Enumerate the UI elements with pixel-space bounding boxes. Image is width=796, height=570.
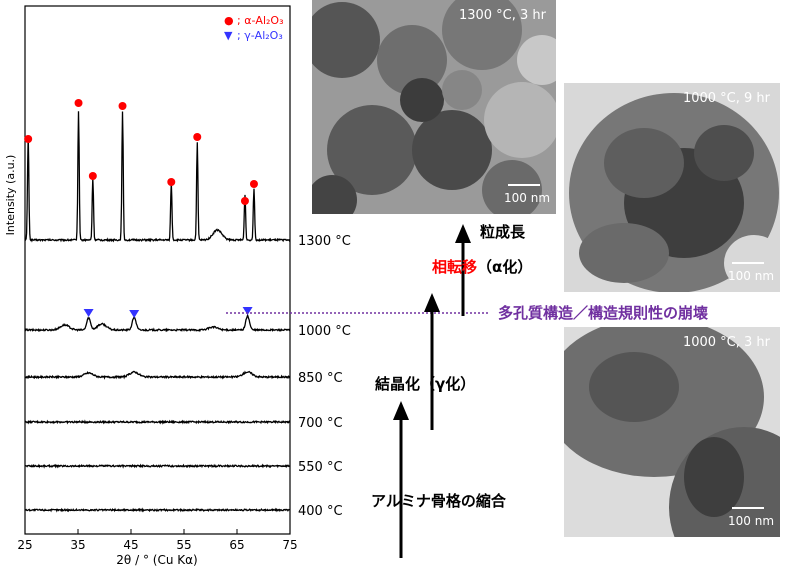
alpha-peak-marker [118, 102, 127, 110]
tem-texture [564, 83, 780, 292]
xrd-trace-550c [24, 463, 291, 469]
x-tick-label: 65 [229, 538, 244, 552]
x-tick-label: 55 [176, 538, 191, 552]
grain-growth-label: 粒成長 [480, 223, 526, 241]
shrinkage-label: アルミナ骨格の縮合 [371, 492, 506, 510]
x-tick-label: 45 [123, 538, 138, 552]
trace-label-850c: 850 °C [298, 371, 343, 386]
xrd-trace-400c [24, 507, 291, 513]
alpha-peak-marker [74, 99, 83, 107]
tem-image-1000c-3hr: 1000 °C, 3 hr 100 nm [564, 327, 780, 537]
x-axis-label: 2θ / ° (Cu Kα) [116, 553, 197, 567]
legend-alpha-symbol: ● [224, 14, 234, 27]
alpha-peak-marker [249, 180, 258, 188]
alpha-peak-marker [193, 133, 202, 141]
alpha-conversion-text: （α化） [477, 258, 533, 276]
gamma-peak-marker [129, 310, 140, 318]
xrd-trace-850c [24, 370, 291, 380]
x-tick-label: 75 [282, 538, 297, 552]
gamma-peak-marker [83, 309, 94, 317]
process-arrows [393, 224, 471, 558]
crystallization-label: 結晶化（γ化） [375, 375, 476, 393]
legend-gamma-label: ; γ-Al₂O₃ [237, 29, 283, 42]
trace-label-700c: 700 °C [298, 416, 343, 431]
xrd-trace-1300c [24, 111, 291, 243]
xrd-trace-700c [24, 419, 291, 425]
alpha-peak-marker [167, 178, 176, 186]
tem-image-1000c-9hr: 1000 °C, 9 hr 100 nm [564, 83, 780, 292]
scale-bar-1300c: 100 nm [504, 184, 550, 206]
scale-text-1300c: 100 nm [504, 191, 551, 205]
trace-label-550c: 550 °C [298, 460, 343, 475]
trace-label-1300c: 1300 °C [298, 234, 351, 249]
alpha-peak-marker [88, 172, 97, 180]
porous-collapse-label: 多孔質構造／構造規則性の崩壊 [498, 304, 709, 322]
alpha-peak-marker [24, 135, 33, 143]
scale-bar-1000c-9hr: 100 nm [728, 262, 774, 284]
scale-bar-1000c-3hr: 100 nm [728, 507, 774, 529]
phase-transition-label: 相転移（α化） [432, 256, 532, 277]
alpha-peak-marker [240, 197, 249, 205]
legend-gamma-symbol: ▼ [224, 29, 233, 42]
plot-frame [24, 5, 291, 535]
phase-transition-text: 相転移 [432, 258, 478, 276]
gamma-peak-marker [242, 307, 253, 315]
trace-label-1000c: 1000 °C [298, 324, 351, 339]
tem-texture [312, 0, 556, 214]
y-axis-label: Intensity (a.u.) [4, 155, 17, 236]
tem-texture [564, 327, 780, 537]
xrd-trace-1000c [24, 313, 291, 333]
tem-label-1000c-9hr: 1000 °C, 9 hr [682, 91, 770, 106]
trace-label-400c: 400 °C [298, 504, 343, 519]
scale-text-1000c-3hr: 100 nm [728, 514, 775, 528]
legend-alpha-label: ; α-Al₂O₃ [237, 14, 283, 27]
scale-text-1000c-9hr: 100 nm [728, 269, 775, 283]
x-tick-label: 35 [70, 538, 85, 552]
tem-image-1300c-3hr: 1300 °C, 3 hr 100 nm [312, 0, 556, 214]
tem-label-1300c: 1300 °C, 3 hr [458, 8, 546, 23]
legend: ● ; α-Al₂O₃ ▼ ; γ-Al₂O₃ [224, 14, 283, 42]
x-tick-label: 25 [17, 538, 32, 552]
tem-label-1000c-3hr: 1000 °C, 3 hr [682, 335, 770, 350]
